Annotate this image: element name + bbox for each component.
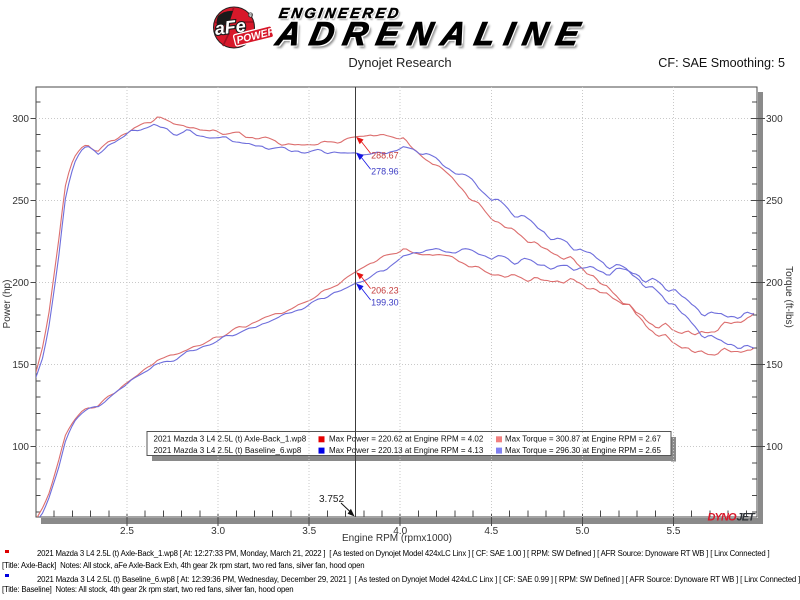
svg-text:250: 250 (766, 196, 783, 207)
svg-text:Max Torque = 296.30 at Engine: Max Torque = 296.30 at Engine RPM = 2.65 (505, 446, 662, 455)
svg-text:Torque (ft-lbs): Torque (ft-lbs) (783, 266, 794, 328)
svg-text:206.23: 206.23 (371, 286, 399, 296)
svg-text:250: 250 (12, 196, 29, 207)
svg-text:100: 100 (12, 442, 29, 453)
svg-text:4.0: 4.0 (393, 526, 407, 537)
svg-text:DYNO: DYNO (708, 512, 738, 524)
svg-text:150: 150 (12, 360, 29, 371)
svg-text:278.96: 278.96 (371, 166, 399, 176)
svg-text:2021 Mazda 3 L4 2.5L (t) Basel: 2021 Mazda 3 L4 2.5L (t) Baseline_6.wp8 (154, 446, 302, 455)
svg-text:Max Power = 220.13 at Engine R: Max Power = 220.13 at Engine RPM = 4.13 (329, 446, 484, 455)
svg-text:3.0: 3.0 (211, 526, 225, 537)
svg-text:150: 150 (766, 360, 783, 371)
svg-text:Max Power = 220.62 at Engine R: Max Power = 220.62 at Engine RPM = 4.02 (329, 435, 484, 444)
svg-text:3.752: 3.752 (319, 494, 344, 505)
svg-text:300: 300 (766, 114, 783, 125)
svg-text:Engine RPM (rpmx1000): Engine RPM (rpmx1000) (342, 533, 452, 544)
svg-text:4.5: 4.5 (484, 526, 498, 537)
svg-text:2021 Mazda 3 L4 2.5L (t) Axle-: 2021 Mazda 3 L4 2.5L (t) Axle-Back_1.wp8 (154, 435, 307, 444)
svg-text:2.5: 2.5 (120, 526, 134, 537)
svg-text:3.5: 3.5 (302, 526, 316, 537)
svg-text:Power (hp): Power (hp) (2, 280, 13, 329)
svg-text:Max Torque = 300.87 at Engine: Max Torque = 300.87 at Engine RPM = 2.67 (505, 435, 662, 444)
svg-text:199.30: 199.30 (371, 297, 399, 307)
svg-text:200: 200 (766, 278, 783, 289)
svg-text:JET: JET (737, 512, 757, 524)
svg-text:5.0: 5.0 (575, 526, 589, 537)
svg-text:300: 300 (12, 114, 29, 125)
svg-text:288.67: 288.67 (371, 151, 399, 161)
svg-text:R: R (249, 13, 252, 18)
svg-text:200: 200 (12, 278, 29, 289)
svg-text:100: 100 (766, 442, 783, 453)
svg-text:5.5: 5.5 (667, 526, 681, 537)
